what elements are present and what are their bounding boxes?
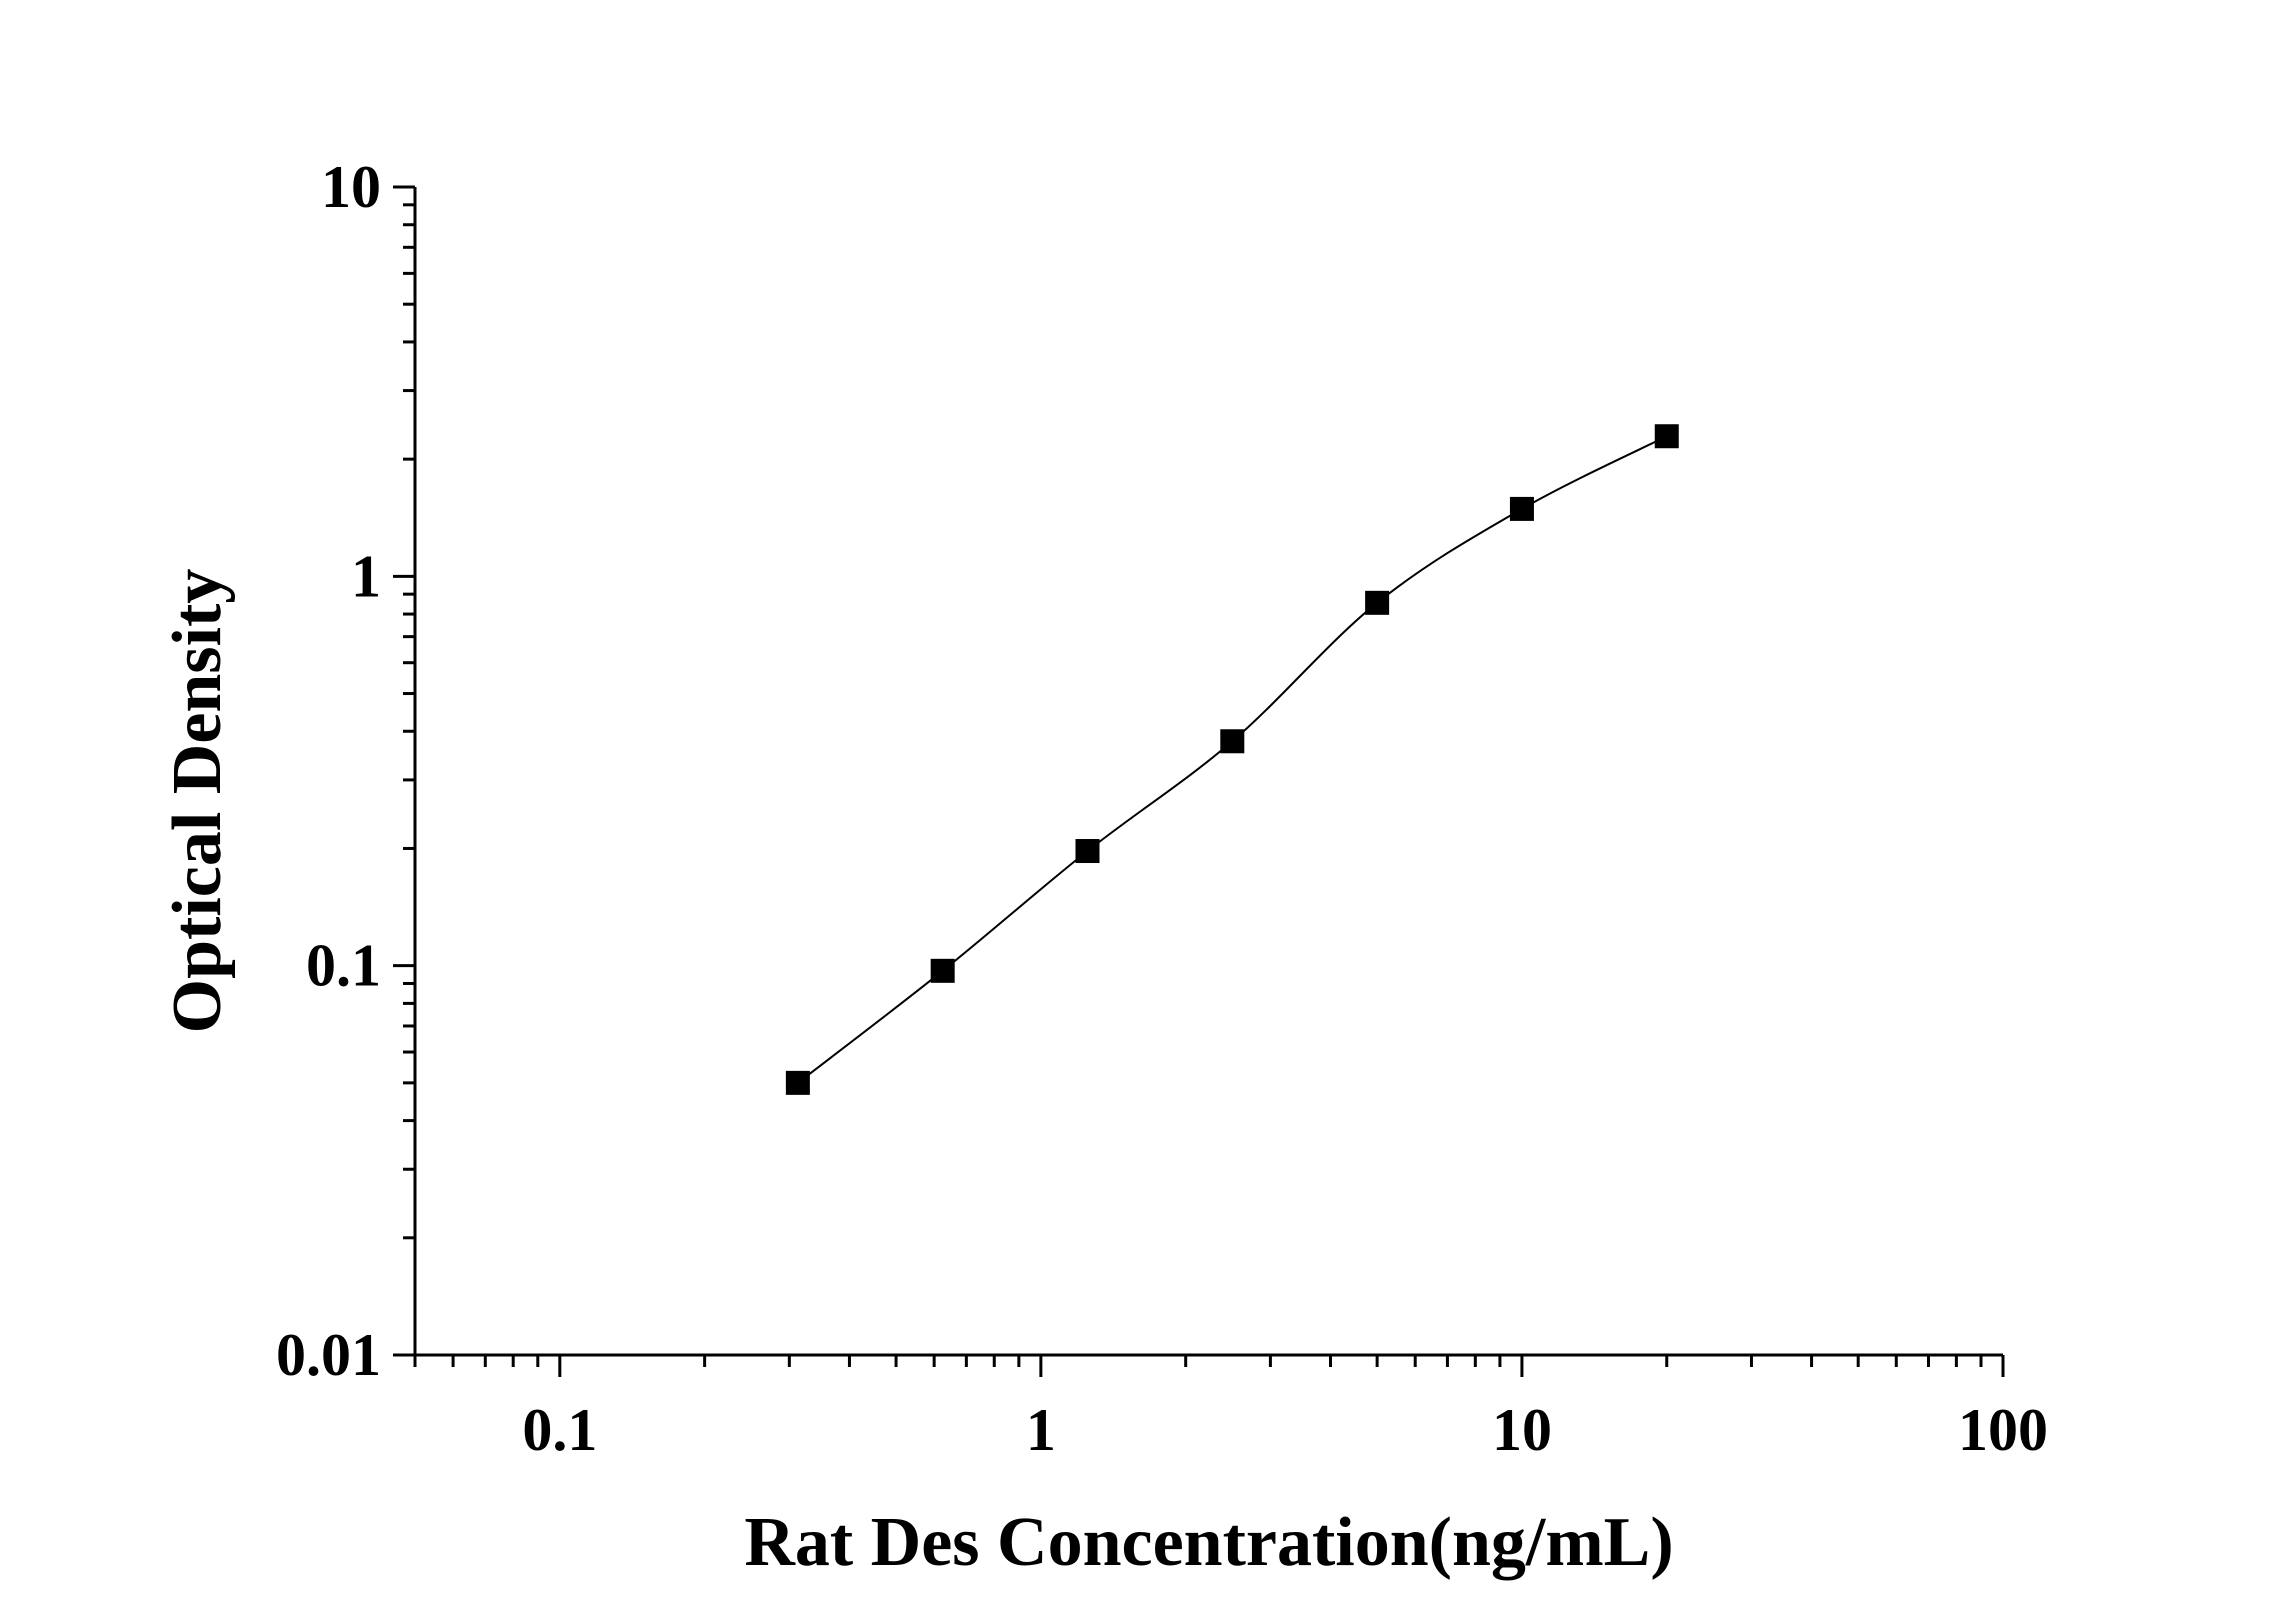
y-tick-label: 1 [351, 543, 381, 609]
data-point [930, 958, 955, 983]
data-point [1654, 424, 1679, 449]
x-tick-label: 1 [1026, 1397, 1056, 1463]
x-tick-label: 0.1 [522, 1397, 597, 1463]
data-point [1509, 496, 1534, 521]
data-markers [785, 424, 1679, 1095]
y-tick-label: 10 [321, 154, 381, 220]
tick-labels: 0.1 1 10 100 0.01 0.1 1 10 [276, 154, 2048, 1463]
axis-ticks [393, 185, 2005, 1377]
plot-area: 0.1 1 10 100 0.01 0.1 1 10 Rat Des Concentratio… [159, 154, 2048, 1581]
data-point [1220, 729, 1245, 754]
x-axis-title: Rat Des Concentration(ng/mL) [744, 1504, 1673, 1581]
data-point [785, 1070, 810, 1095]
x-tick-label: 100 [1958, 1397, 2048, 1463]
data-point [1075, 839, 1100, 864]
y-tick-label: 0.1 [306, 933, 381, 999]
y-axis-title: Optical Density [159, 569, 236, 1034]
y-tick-label: 0.01 [276, 1322, 381, 1388]
x-tick-label: 10 [1492, 1397, 1552, 1463]
data-point [1365, 590, 1390, 615]
series-curve [797, 435, 1668, 1084]
